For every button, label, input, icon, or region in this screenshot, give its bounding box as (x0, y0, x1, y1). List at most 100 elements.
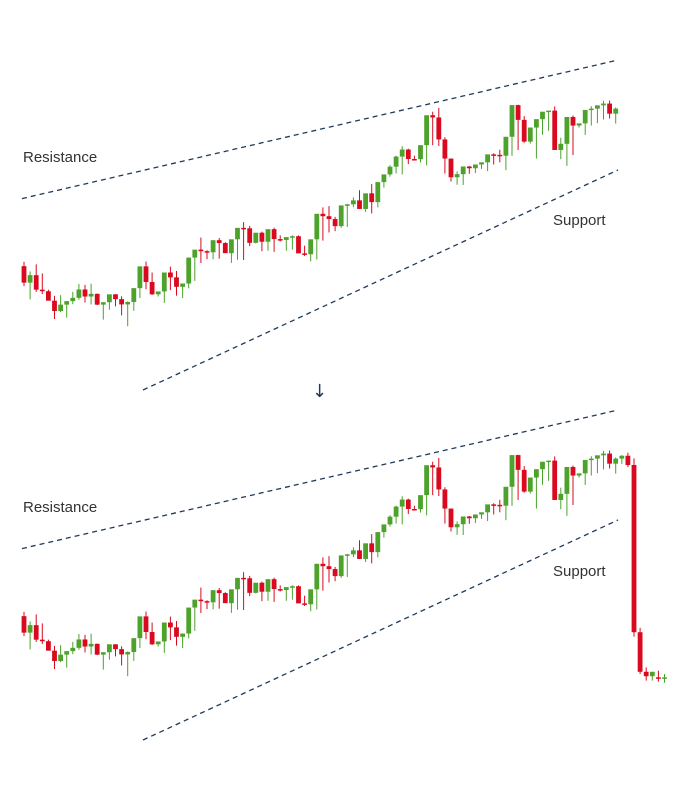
candle (107, 644, 112, 660)
candle (509, 105, 515, 156)
candle-body (491, 154, 497, 156)
candle-body (253, 232, 259, 243)
candle-body (137, 266, 143, 289)
candle (192, 249, 198, 281)
candle (631, 458, 637, 637)
candle (485, 154, 490, 172)
candle (119, 296, 124, 316)
candle (58, 295, 63, 313)
candle (497, 499, 503, 513)
candle (332, 216, 338, 232)
candle-body (186, 607, 192, 634)
candle-body (527, 477, 533, 492)
candle (277, 585, 283, 592)
candle (607, 450, 612, 469)
candle (58, 645, 63, 663)
candle-body (473, 514, 478, 519)
candle (180, 283, 185, 299)
candle-body (107, 644, 112, 653)
candle-body (174, 277, 179, 287)
candle (546, 110, 551, 131)
candle (576, 473, 582, 478)
candle-body (198, 249, 204, 252)
candle-body (320, 213, 326, 217)
candle (412, 155, 417, 161)
support-label: Support (553, 563, 606, 580)
candle (601, 450, 606, 470)
candle (143, 261, 149, 290)
candle-body (363, 193, 368, 209)
candle (424, 115, 429, 166)
candle-body (479, 162, 484, 165)
candle (552, 456, 558, 500)
candle (454, 521, 460, 535)
candle-body (515, 105, 521, 120)
candle (473, 164, 478, 174)
candle-body (595, 105, 600, 109)
candle (460, 166, 466, 185)
candle-body (271, 229, 277, 240)
candle-body (405, 149, 411, 159)
candle-body (131, 288, 137, 302)
candle (436, 457, 442, 497)
candle-body (198, 599, 204, 602)
candle (283, 587, 289, 601)
candle-body (113, 294, 118, 300)
candle (204, 600, 210, 610)
candle (308, 589, 314, 612)
candle (39, 623, 45, 645)
candle (534, 119, 539, 159)
candle-body (405, 499, 411, 509)
candle-body (259, 582, 265, 592)
resistance-label: Resistance (23, 149, 97, 166)
candle (454, 171, 460, 185)
candle-body (70, 297, 76, 302)
candle-body (229, 239, 234, 254)
candle (613, 457, 619, 474)
candle-body (637, 632, 643, 672)
candle (399, 146, 405, 175)
candle-body (485, 504, 490, 513)
candle-body (412, 509, 417, 511)
candle-body (216, 240, 222, 244)
candle-body (302, 603, 307, 605)
candle-body (607, 103, 612, 114)
candle-body (155, 291, 161, 295)
candle (351, 197, 356, 208)
candle (326, 556, 332, 583)
candle (70, 291, 76, 305)
candle-body (619, 455, 625, 459)
candle (351, 547, 356, 558)
candle-body (161, 622, 167, 642)
candle (540, 111, 545, 135)
candle-body (100, 652, 106, 655)
candle-body (564, 466, 570, 494)
candle (656, 670, 661, 682)
candle (540, 461, 545, 485)
candle-body (46, 641, 51, 651)
candle-body (253, 582, 259, 593)
candle (643, 667, 649, 681)
candle (601, 100, 606, 120)
candle (46, 289, 51, 301)
candle-body (70, 647, 76, 652)
candle (473, 514, 478, 524)
candle (662, 674, 667, 683)
down-arrow-icon: ↓ (312, 381, 327, 402)
candle-body (399, 149, 405, 157)
candle (125, 301, 131, 327)
candle (174, 620, 179, 646)
candle-body (503, 486, 509, 506)
candle-body (595, 455, 600, 459)
candle (570, 465, 576, 506)
candle-body (277, 589, 283, 591)
candle (265, 579, 271, 601)
candle (94, 643, 100, 656)
candle (320, 207, 326, 241)
candle-body (308, 239, 314, 255)
candle-body (149, 281, 155, 295)
candle-body (64, 651, 70, 655)
candle-body (76, 639, 82, 648)
candle (448, 508, 454, 532)
candle (235, 227, 240, 260)
